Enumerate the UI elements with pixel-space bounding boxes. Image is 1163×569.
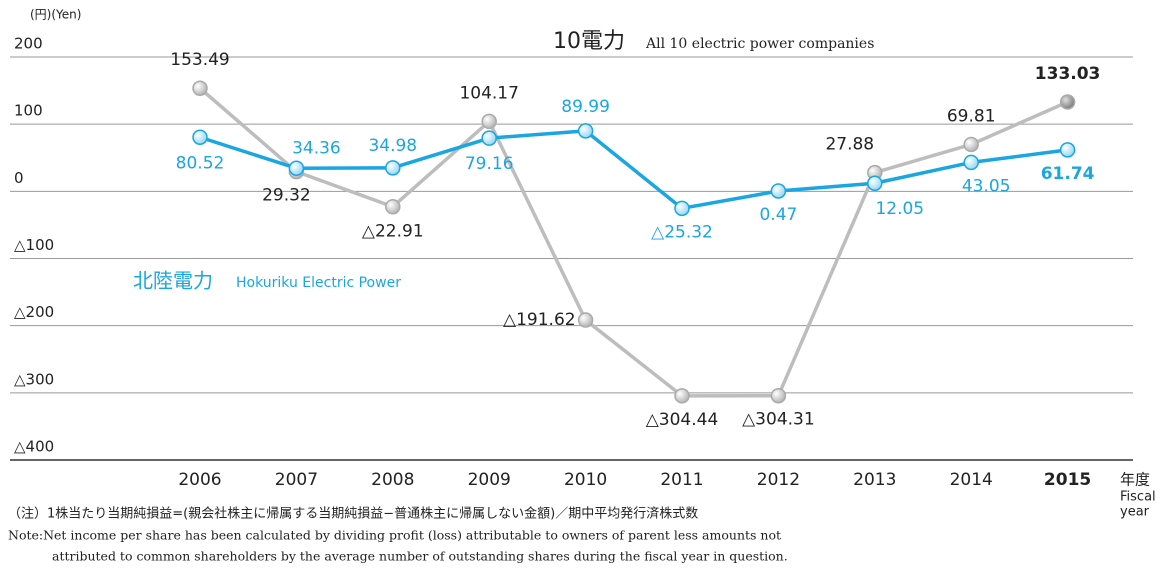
point bbox=[770, 183, 787, 199]
x-tick-label: 2013 bbox=[853, 470, 896, 490]
series-name-en: All 10 electric power companies bbox=[645, 36, 874, 52]
data-label: △304.44 bbox=[646, 410, 719, 430]
data-label: 43.05 bbox=[962, 176, 1011, 196]
note: （注）1株当たり当期純損益=(親会社株主に帰属する当期純損益−普通株主に帰属しな… bbox=[8, 506, 698, 522]
data-label: △22.91 bbox=[362, 222, 424, 242]
y-tick-label: 0 bbox=[14, 169, 24, 187]
note: attributed to common shareholders by the… bbox=[52, 549, 788, 564]
x-axis-label-en: Fiscal bbox=[1120, 490, 1156, 505]
data-label: △304.31 bbox=[742, 410, 815, 430]
point bbox=[867, 175, 883, 191]
series-line bbox=[199, 129, 1068, 211]
data-label: 27.88 bbox=[825, 135, 874, 155]
y-tick-label: △300 bbox=[14, 370, 54, 388]
y-tick-label: △200 bbox=[14, 303, 54, 321]
data-label: 34.98 bbox=[368, 136, 417, 156]
data-label: 69.81 bbox=[947, 106, 996, 126]
series-name: 10電力 bbox=[553, 29, 625, 54]
data-label: 61.74 bbox=[1041, 164, 1095, 184]
point bbox=[1059, 94, 1076, 110]
x-axis-label-en: year bbox=[1120, 505, 1150, 520]
series-line bbox=[198, 86, 1069, 398]
x-tick-label: 2009 bbox=[468, 470, 511, 490]
data-label: 29.32 bbox=[262, 186, 311, 206]
point bbox=[288, 160, 305, 177]
data-label: 34.36 bbox=[292, 138, 341, 158]
point bbox=[674, 200, 690, 217]
x-tick-label: 2012 bbox=[757, 470, 800, 490]
data-label: 79.16 bbox=[465, 154, 514, 174]
x-tick-label: 2007 bbox=[275, 470, 318, 490]
x-tick-label: 2015 bbox=[1044, 470, 1091, 490]
data-label: 80.52 bbox=[176, 153, 225, 173]
note: Note:Net income per share has been calcu… bbox=[8, 528, 781, 543]
x-axis-label: 年度 bbox=[1120, 471, 1150, 489]
data-label: 133.03 bbox=[1035, 64, 1101, 84]
y-tick-label: 200 bbox=[14, 35, 43, 53]
x-tick-label: 2010 bbox=[564, 470, 607, 490]
point bbox=[674, 388, 690, 404]
point bbox=[577, 123, 594, 139]
x-tick-label: 2008 bbox=[371, 470, 414, 490]
point bbox=[192, 129, 208, 146]
series-name: 北陸電力 bbox=[133, 269, 213, 293]
data-label: 12.05 bbox=[875, 199, 924, 219]
point bbox=[963, 136, 979, 153]
unit-label: (円)(Yen) bbox=[30, 8, 81, 22]
x-tick-label: 2006 bbox=[178, 470, 221, 490]
data-label: △25.32 bbox=[651, 222, 713, 242]
point bbox=[770, 387, 787, 404]
y-tick-label: △400 bbox=[14, 438, 54, 456]
data-label: 89.99 bbox=[561, 97, 610, 117]
y-tick-label: △100 bbox=[14, 236, 54, 254]
point bbox=[963, 154, 979, 171]
point bbox=[385, 198, 401, 215]
point bbox=[481, 113, 497, 130]
x-tick-label: 2011 bbox=[660, 470, 703, 490]
point bbox=[1059, 142, 1076, 158]
y-tick-label: 100 bbox=[14, 102, 43, 120]
point bbox=[192, 80, 208, 96]
data-label: 104.17 bbox=[459, 83, 518, 103]
series-name-en: Hokuriku Electric Power bbox=[236, 275, 401, 291]
x-tick-label: 2014 bbox=[950, 470, 993, 490]
point bbox=[577, 312, 594, 328]
point bbox=[481, 130, 497, 146]
data-label: 153.49 bbox=[170, 50, 229, 70]
data-label: 0.47 bbox=[759, 205, 797, 225]
data-label: △191.62 bbox=[503, 310, 576, 330]
point bbox=[385, 160, 401, 176]
